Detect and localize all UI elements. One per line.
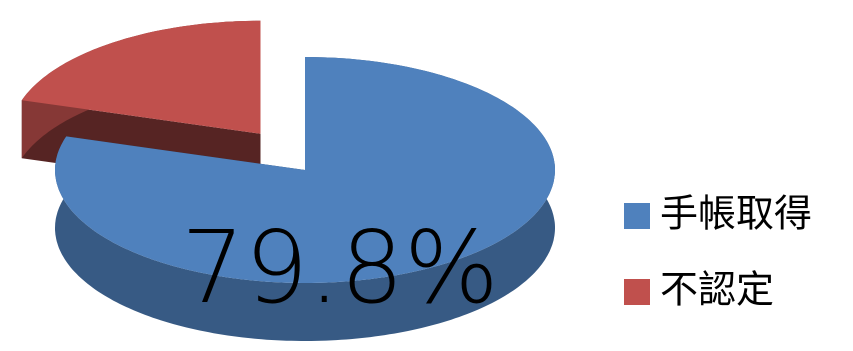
slice-top [55, 57, 555, 283]
slice-top [21, 20, 261, 134]
legend-label: 手帳取得 [660, 192, 812, 236]
legend-swatch [624, 279, 650, 305]
data-label: 79.8% [181, 209, 499, 326]
legend-swatch [624, 203, 650, 229]
legend-label: 不認定 [660, 268, 774, 312]
pie-slice [55, 57, 555, 341]
